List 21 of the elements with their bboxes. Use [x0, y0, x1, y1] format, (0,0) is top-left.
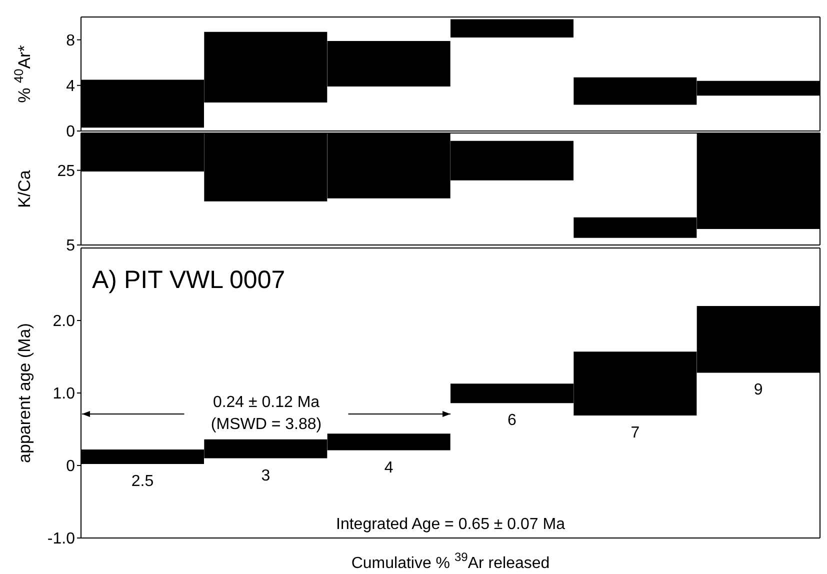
bar	[450, 19, 574, 38]
y-axis-title: apparent age (Ma)	[15, 323, 34, 463]
y-tick-label: 4	[66, 78, 76, 96]
x-tick-label: 9	[754, 382, 763, 399]
x-tick-label: 2.5	[131, 473, 154, 490]
y-tick-label: 8	[66, 32, 76, 50]
text: A) PIT VWL 0007	[92, 266, 286, 295]
y-tick-label: 0	[66, 124, 76, 141]
y-tick-label: 5	[66, 238, 76, 255]
x-axis-title: Cumulative % $^{39}$Ar released	[351, 550, 550, 572]
y-tick-label: 1.0	[52, 386, 76, 403]
annotation: 0.24 ± 0.12 Ma (MSWD = 3.88)	[210, 393, 323, 436]
y-tick-label: 2.0	[52, 313, 76, 330]
annotation: Integrated Age = 0.65 ± 0.07 Ma	[335, 516, 566, 534]
y-tick-label: 25	[57, 163, 76, 180]
y-tick-label: 0	[66, 458, 76, 476]
x-tick-label: 7	[630, 424, 640, 442]
x-tick-label: 3	[261, 467, 270, 484]
y-tick-label: -1.0	[47, 530, 76, 548]
x-tick-label: 6	[508, 412, 517, 430]
y-axis-title: K/Ca	[15, 170, 34, 208]
